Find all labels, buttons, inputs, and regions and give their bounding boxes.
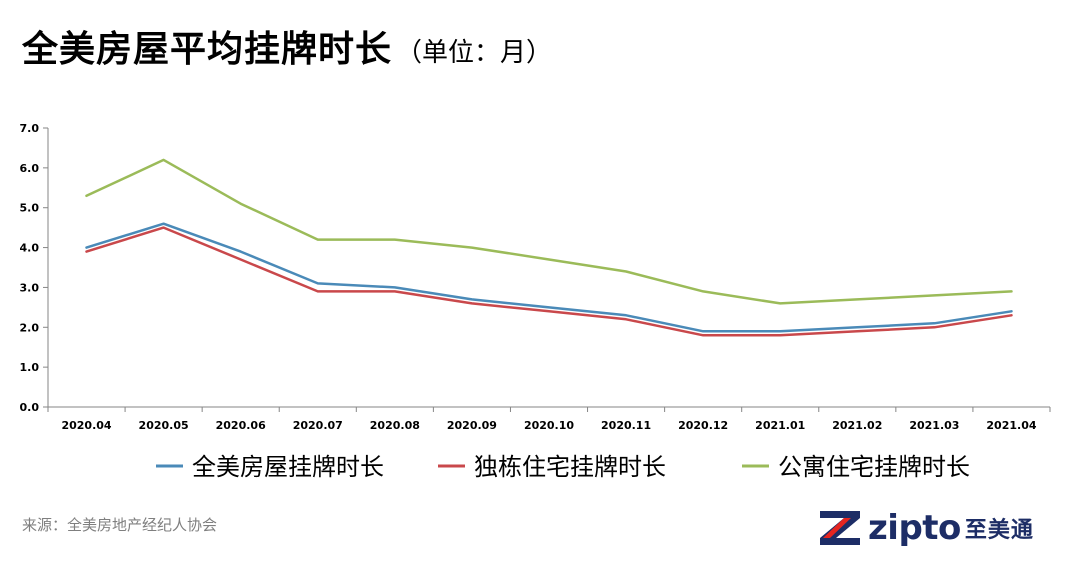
x-tick-label: 2020.11 [601,419,651,432]
series-line-1 [85,222,1013,333]
source-note: 来源：全美房地产经纪人协会 [22,516,218,534]
x-tick-label: 2020.05 [139,419,189,432]
zipto-z-icon [820,511,860,545]
x-tick-label: 2021.04 [986,419,1036,432]
series-line-2 [85,226,1013,337]
chart-title-main: 全美房屋平均挂牌时长 [22,29,393,70]
brand-logo: zipto 至美通 [818,508,1034,548]
legend-label-2: 独栋住宅挂牌时长 [474,453,666,481]
y-tick-label: 2.0 [20,321,40,334]
x-tick-label: 2021.01 [755,419,805,432]
y-tick-label: 6.0 [20,162,40,175]
y-tick-label: 7.0 [20,122,40,135]
x-tick-label: 2020.12 [678,419,728,432]
legend-label-1: 全美房屋挂牌时长 [192,453,384,481]
chart-title: 全美房屋平均挂牌时长 （单位：月） [22,20,552,72]
x-tick-label: 2020.04 [61,419,111,432]
x-tick-label: 2020.09 [447,419,497,432]
y-tick-label: 4.0 [20,242,40,255]
y-tick-label: 0.0 [20,401,40,414]
brand-name-cn: 至美通 [964,518,1034,543]
chart-title-unit: （单位：月） [396,38,553,68]
x-tick-label: 2020.06 [216,419,266,432]
x-tick-label: 2020.07 [293,419,343,432]
brand-name: zipto [868,508,961,548]
legend-label-3: 公寓住宅挂牌时长 [778,453,970,481]
x-tick-label: 2020.10 [524,419,574,432]
y-tick-label: 5.0 [20,202,40,215]
x-tick-label: 2020.08 [370,419,420,432]
x-tick-label: 2021.03 [909,419,959,432]
x-tick-label: 2021.02 [832,419,882,432]
y-tick-label: 1.0 [20,361,40,374]
y-tick-label: 3.0 [20,281,40,294]
series-line-3 [85,158,1013,305]
